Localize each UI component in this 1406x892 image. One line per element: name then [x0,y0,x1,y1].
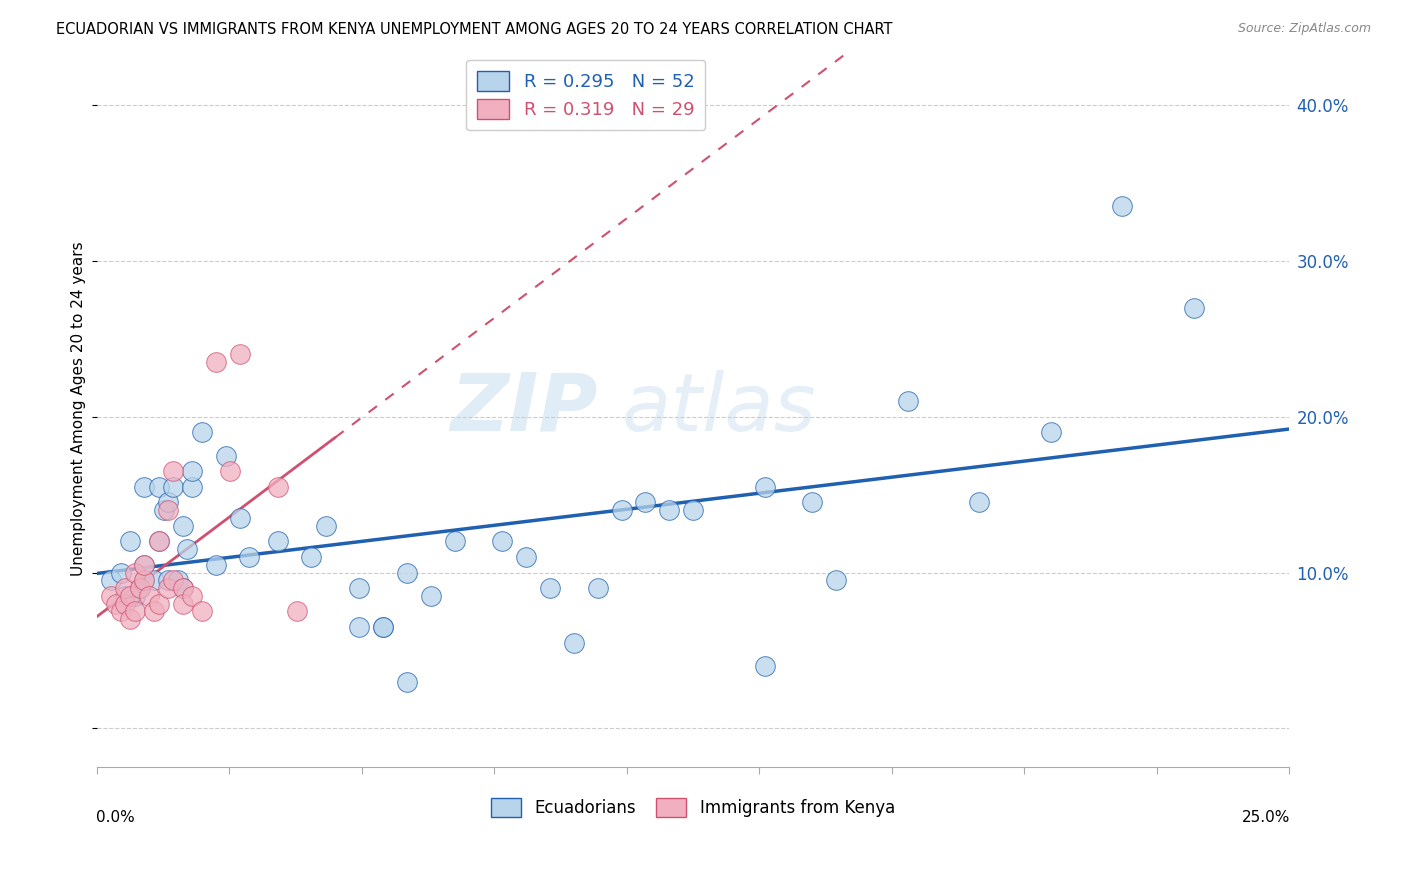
Text: Source: ZipAtlas.com: Source: ZipAtlas.com [1237,22,1371,36]
Point [124,589,146,603]
Point [285,605,308,619]
Point [157,581,180,595]
Point [219,464,242,478]
Point [110,605,132,619]
Point [538,581,561,595]
Point [157,574,180,588]
Point [347,620,370,634]
Point [124,566,146,580]
Point [491,534,513,549]
Point [148,480,170,494]
Point [148,534,170,549]
Point [134,574,156,588]
Point [134,480,156,494]
Point [515,549,537,564]
Text: ECUADORIAN VS IMMIGRANTS FROM KENYA UNEMPLOYMENT AMONG AGES 20 TO 24 YEARS CORRE: ECUADORIAN VS IMMIGRANTS FROM KENYA UNEM… [56,22,893,37]
Point [114,589,136,603]
Point [395,674,418,689]
Point [176,542,198,557]
Point [181,589,204,603]
Point [371,620,394,634]
Point [120,534,142,549]
Point [100,574,122,588]
Point [214,449,236,463]
Point [120,612,142,626]
Point [897,394,920,409]
Point [443,534,465,549]
Legend: Ecuadorians, Immigrants from Kenya: Ecuadorians, Immigrants from Kenya [485,791,901,823]
Y-axis label: Unemployment Among Ages 20 to 24 years: Unemployment Among Ages 20 to 24 years [72,242,86,576]
Point [229,347,252,361]
Point [267,480,290,494]
Text: ZIP: ZIP [450,370,598,448]
Point [190,425,212,440]
Text: 0.0%: 0.0% [96,810,135,825]
Point [128,581,150,595]
Point [610,503,633,517]
Point [143,574,166,588]
Point [205,558,228,572]
Point [634,495,657,509]
Point [172,518,194,533]
Point [1039,425,1062,440]
Text: atlas: atlas [621,370,817,448]
Point [157,503,180,517]
Point [124,605,146,619]
Point [104,597,127,611]
Point [134,558,156,572]
Point [148,534,170,549]
Point [347,581,370,595]
Point [205,355,228,369]
Point [238,549,260,564]
Point [562,635,585,649]
Point [134,574,156,588]
Point [658,503,681,517]
Point [172,581,194,595]
Point [134,558,156,572]
Point [969,495,991,509]
Point [754,659,776,673]
Point [167,574,190,588]
Point [162,480,184,494]
Point [162,464,184,478]
Point [586,581,609,595]
Point [371,620,394,634]
Point [128,581,150,595]
Point [1111,199,1133,213]
Point [143,605,166,619]
Point [801,495,824,509]
Point [754,480,776,494]
Point [229,511,252,525]
Point [395,566,418,580]
Point [120,589,142,603]
Point [152,503,174,517]
Point [114,581,136,595]
Point [114,597,136,611]
Point [100,589,122,603]
Point [181,480,204,494]
Point [825,574,848,588]
Point [315,518,337,533]
Point [172,581,194,595]
Point [190,605,212,619]
Point [1182,301,1205,315]
Point [162,574,184,588]
Point [148,597,170,611]
Point [267,534,290,549]
Point [138,589,160,603]
Point [110,566,132,580]
Point [172,597,194,611]
Point [301,549,323,564]
Text: 25.0%: 25.0% [1241,810,1291,825]
Point [419,589,441,603]
Point [157,495,180,509]
Point [181,464,204,478]
Point [682,503,704,517]
